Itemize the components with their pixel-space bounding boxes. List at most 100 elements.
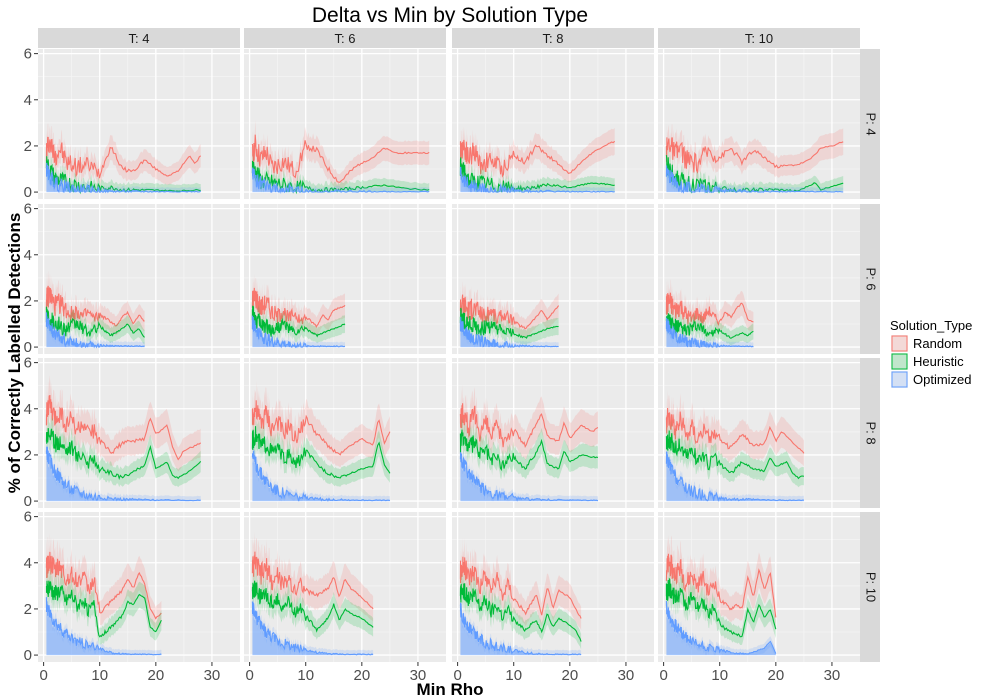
series-ribbon-heuristic <box>252 566 374 640</box>
y-tick-label: 0 <box>24 647 32 664</box>
series-ribbon-optimized <box>666 159 844 193</box>
y-tick-label: 0 <box>24 493 32 510</box>
facet-panel <box>38 204 240 354</box>
facet-strip-row <box>860 49 880 199</box>
facet-strip-row-label: P: 4 <box>864 112 879 135</box>
series-line-heuristic <box>251 160 430 195</box>
series-ribbon-random <box>46 123 201 187</box>
x-tick-label: 10 <box>711 667 728 684</box>
facet-panel <box>244 49 446 199</box>
facet-strip-row <box>860 358 880 508</box>
series-ribbon-heuristic <box>460 147 615 193</box>
series-line-heuristic <box>251 580 374 633</box>
series-line-optimized <box>45 446 201 502</box>
y-tick-label: 2 <box>24 601 32 618</box>
legend-label: Heuristic <box>913 354 964 369</box>
x-tick-label: 20 <box>147 667 164 684</box>
x-tick-label: 20 <box>561 667 578 684</box>
series-area-optimized <box>666 456 804 502</box>
series-line-random <box>459 403 599 449</box>
legend: Solution_Type Random Heuristic Optimized <box>890 318 972 388</box>
series-ribbon-random <box>460 126 615 185</box>
y-tick-label: 2 <box>24 138 32 155</box>
facet-strip-col <box>244 28 446 48</box>
facet-panel <box>658 358 860 508</box>
series-ribbon-heuristic <box>252 151 430 193</box>
series-area-optimized <box>460 169 615 193</box>
series-line-random <box>665 292 754 326</box>
series-ribbon-optimized <box>46 156 201 193</box>
series-ribbon-heuristic <box>666 564 776 645</box>
series-line-optimized <box>459 166 615 194</box>
series-line-heuristic <box>459 429 599 472</box>
series-ribbon-heuristic <box>460 415 598 480</box>
facet-strip-row-label: P: 6 <box>864 267 879 290</box>
series-line-random <box>45 394 202 461</box>
y-tick-label: 0 <box>24 184 32 201</box>
y-tick-label: 4 <box>24 247 32 264</box>
series-line-optimized <box>251 601 374 656</box>
y-tick-label: 4 <box>24 401 32 418</box>
facet-strip-col <box>452 28 654 48</box>
x-tick-label: 20 <box>767 667 784 684</box>
x-tick-label: 0 <box>453 667 461 684</box>
series-area-optimized <box>252 606 374 656</box>
series-line-random <box>45 551 162 620</box>
legend-label: Random <box>913 336 962 351</box>
legend-title: Solution_Type <box>890 318 972 333</box>
series-line-random <box>251 551 374 610</box>
series-line-random <box>45 285 145 327</box>
y-tick-label: 6 <box>24 46 32 63</box>
series-line-optimized <box>459 316 559 349</box>
series-line-heuristic <box>459 583 582 642</box>
series-area-optimized <box>252 456 390 502</box>
facet-panel <box>244 358 446 508</box>
panel-background <box>38 49 240 199</box>
facet-strip-col-label: T: 4 <box>129 31 150 46</box>
y-tick-label: 4 <box>24 92 32 109</box>
series-ribbon-optimized <box>460 160 615 193</box>
x-tick-label: 0 <box>39 667 47 684</box>
series-area-optimized <box>46 602 162 656</box>
series-line-random <box>251 134 430 183</box>
series-ribbon-random <box>252 273 345 337</box>
legend-label: Optimized <box>913 372 972 387</box>
legend-key-swatch <box>891 371 908 388</box>
series-line-heuristic <box>665 313 754 339</box>
facet-panel <box>452 204 654 354</box>
series-line-optimized <box>251 167 430 195</box>
series-area-optimized <box>460 608 582 656</box>
series-line-heuristic <box>665 577 777 638</box>
facet-strip-col-label: T: 6 <box>335 31 356 46</box>
series-ribbon-heuristic <box>46 296 145 345</box>
facet-strip-row <box>860 512 880 662</box>
series-ribbon-random <box>666 389 804 467</box>
series-line-random <box>251 287 346 329</box>
x-tick-label: 30 <box>410 667 427 684</box>
series-line-heuristic <box>45 428 202 480</box>
series-area-optimized <box>46 165 201 193</box>
legend-key <box>891 371 908 388</box>
facet-panel <box>452 49 654 199</box>
series-line-random <box>459 556 582 619</box>
x-tick-label: 30 <box>618 667 635 684</box>
facet-panel <box>658 204 860 354</box>
series-line-optimized <box>251 315 346 349</box>
legend-key-swatch <box>891 335 908 352</box>
series-line-optimized <box>251 450 390 502</box>
series-line-random <box>665 137 844 174</box>
series-ribbon-heuristic <box>666 303 754 346</box>
facet-panel <box>452 358 654 508</box>
series-line-optimized <box>665 600 777 655</box>
facet-panel <box>38 512 240 662</box>
series-line-optimized <box>665 317 754 349</box>
x-tick-label: 10 <box>505 667 522 684</box>
series-ribbon-heuristic <box>460 568 582 650</box>
series-ribbon-random <box>666 123 844 182</box>
x-axis-ticks: 0 10 20 30 0 10 20 30 0 10 20 30 0 10 20 30 <box>39 662 840 684</box>
series-line-optimized <box>665 451 804 502</box>
series-ribbon-heuristic <box>666 416 804 488</box>
series-ribbon-heuristic <box>252 294 345 345</box>
series-line-random <box>251 400 391 456</box>
